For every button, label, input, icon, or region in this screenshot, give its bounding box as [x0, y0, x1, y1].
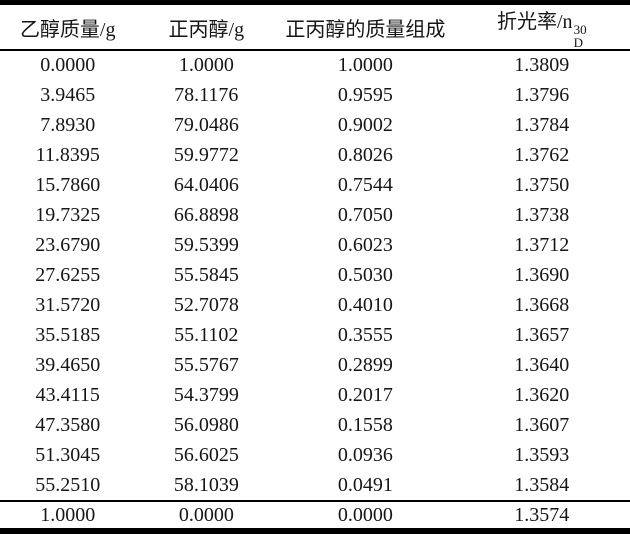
nD30-subscript: D [573, 35, 583, 50]
nD30-notation: 30 D [574, 23, 587, 49]
cell-refractive-index: 1.3668 [514, 294, 570, 317]
cell-ethanol-mass: 23.6790 [35, 233, 101, 256]
cell-mass-fraction: 0.0491 [337, 473, 393, 496]
cell-ethanol-mass: 35.5185 [35, 324, 101, 347]
cell-ethanol-mass: 0.0000 [40, 54, 96, 77]
table-row: 51.3045 56.6025 0.0936 1.3593 [0, 441, 630, 471]
cell-mass-fraction: 0.2899 [337, 354, 393, 377]
cell-refractive-index: 1.3738 [514, 203, 570, 226]
col-header-propanol-mass: 正丙醇/g [135, 5, 278, 51]
footer-cell-propanol-mass: 0.0000 [135, 500, 278, 528]
cell-refractive-index: 1.3593 [514, 444, 570, 467]
cell-propanol-mass: 58.1039 [173, 473, 239, 496]
refractive-index-label: 折光率/n [497, 11, 573, 33]
footer-cell-mass-fraction: 0.0000 [277, 500, 454, 528]
cell-refractive-index: 1.3584 [514, 473, 570, 496]
cell-ethanol-mass: 19.7325 [35, 203, 101, 226]
table-body: 0.0000 1.0000 1.0000 1.3809 3.9465 78.11… [0, 50, 630, 501]
cell-ethanol-mass: 39.4650 [35, 354, 101, 377]
cell-mass-fraction: 0.8026 [337, 143, 393, 166]
table-row: 0.0000 1.0000 1.0000 1.3809 [0, 50, 630, 80]
cell-propanol-mass: 55.5767 [173, 354, 239, 377]
table-row: 35.5185 55.1102 0.3555 1.3657 [0, 321, 630, 351]
cell-propanol-mass: 1.0000 [178, 54, 234, 77]
cell-ethanol-mass: 47.3580 [35, 414, 101, 437]
cell-refractive-index: 1.3690 [514, 263, 570, 286]
cell-mass-fraction: 0.1558 [337, 414, 393, 437]
cell-mass-fraction: 0.0936 [337, 444, 393, 467]
table-row: 19.7325 66.8898 0.7050 1.3738 [0, 200, 630, 230]
cell-mass-fraction: 0.2017 [337, 384, 393, 407]
cell-mass-fraction: 0.4010 [337, 294, 393, 317]
table-row: 43.4115 54.3799 0.2017 1.3620 [0, 381, 630, 411]
cell-ethanol-mass: 43.4115 [35, 384, 100, 407]
cell-propanol-mass: 56.6025 [173, 444, 239, 467]
cell-ethanol-mass: 51.3045 [35, 444, 101, 467]
cell-refractive-index: 1.3640 [514, 354, 570, 377]
table-row: 55.2510 58.1039 0.0491 1.3584 [0, 471, 630, 501]
cell-ethanol-mass: 3.9465 [40, 83, 96, 106]
table-row: 11.8395 59.9772 0.8026 1.3762 [0, 140, 630, 170]
cell-mass-fraction: 0.6023 [337, 233, 393, 256]
cell-refractive-index: 1.3750 [514, 173, 570, 196]
nD30-superscript: 30 [573, 22, 587, 37]
footer-cell-refractive-index: 1.3574 [453, 500, 630, 528]
cell-propanol-mass: 55.1102 [174, 324, 239, 347]
col-header-refractive-index: 折光率/n 30 D [453, 5, 630, 51]
cell-propanol-mass: 64.0406 [173, 173, 239, 196]
cell-propanol-mass: 59.9772 [173, 143, 239, 166]
col-header-ethanol-mass: 乙醇质量/g [0, 5, 136, 51]
cell-propanol-mass: 59.5399 [173, 233, 239, 256]
cell-propanol-mass: 78.1176 [174, 83, 239, 106]
cell-propanol-mass: 54.3799 [173, 384, 239, 407]
cell-refractive-index: 1.3607 [514, 414, 570, 437]
cell-mass-fraction: 0.9002 [337, 113, 393, 136]
header-row: 乙醇质量/g 正丙醇/g 正丙醇的质量组成 折光率/n 30 D [0, 5, 630, 51]
cell-ethanol-mass: 31.5720 [35, 294, 101, 317]
cell-refractive-index: 1.3657 [514, 324, 570, 347]
table-row: 47.3580 56.0980 0.1558 1.3607 [0, 411, 630, 441]
cell-refractive-index: 1.3796 [514, 83, 570, 106]
cell-mass-fraction: 0.9595 [337, 83, 393, 106]
table-row: 7.8930 79.0486 0.9002 1.3784 [0, 110, 630, 140]
cell-refractive-index: 1.3762 [514, 143, 570, 166]
footer-row: 1.0000 0.0000 0.0000 1.3574 [0, 500, 630, 528]
cell-propanol-mass: 55.5845 [173, 263, 239, 286]
cell-ethanol-mass: 11.8395 [35, 143, 100, 166]
table-row: 27.6255 55.5845 0.5030 1.3690 [0, 260, 630, 290]
cell-refractive-index: 1.3712 [514, 233, 570, 256]
cell-mass-fraction: 0.7544 [337, 173, 393, 196]
cell-ethanol-mass: 55.2510 [35, 473, 101, 496]
cell-mass-fraction: 0.7050 [337, 203, 393, 226]
col-header-propanol-mass-fraction: 正丙醇的质量组成 [277, 5, 454, 51]
table-row: 23.6790 59.5399 0.6023 1.3712 [0, 230, 630, 260]
table-row: 39.4650 55.5767 0.2899 1.3640 [0, 351, 630, 381]
table-row: 3.9465 78.1176 0.9595 1.3796 [0, 80, 630, 110]
cell-propanol-mass: 52.7078 [173, 294, 239, 317]
cell-propanol-mass: 79.0486 [173, 113, 239, 136]
footer-cell-ethanol-mass: 1.0000 [0, 500, 136, 528]
cell-refractive-index: 1.3620 [514, 384, 570, 407]
cell-mass-fraction: 0.3555 [337, 324, 393, 347]
cell-propanol-mass: 66.8898 [173, 203, 239, 226]
table-row: 15.7860 64.0406 0.7544 1.3750 [0, 170, 630, 200]
table-row: 31.5720 52.7078 0.4010 1.3668 [0, 291, 630, 321]
cell-refractive-index: 1.3809 [514, 54, 570, 77]
cell-ethanol-mass: 15.7860 [35, 173, 101, 196]
cell-ethanol-mass: 27.6255 [35, 263, 101, 286]
cell-refractive-index: 1.3784 [514, 113, 570, 136]
cell-propanol-mass: 56.0980 [173, 414, 239, 437]
cell-ethanol-mass: 7.8930 [40, 113, 96, 136]
cell-mass-fraction: 1.0000 [337, 54, 393, 77]
calibration-data-table: 乙醇质量/g 正丙醇/g 正丙醇的质量组成 折光率/n 30 D 0.0000 1.… [0, 5, 630, 528]
cell-mass-fraction: 0.5030 [337, 263, 393, 286]
